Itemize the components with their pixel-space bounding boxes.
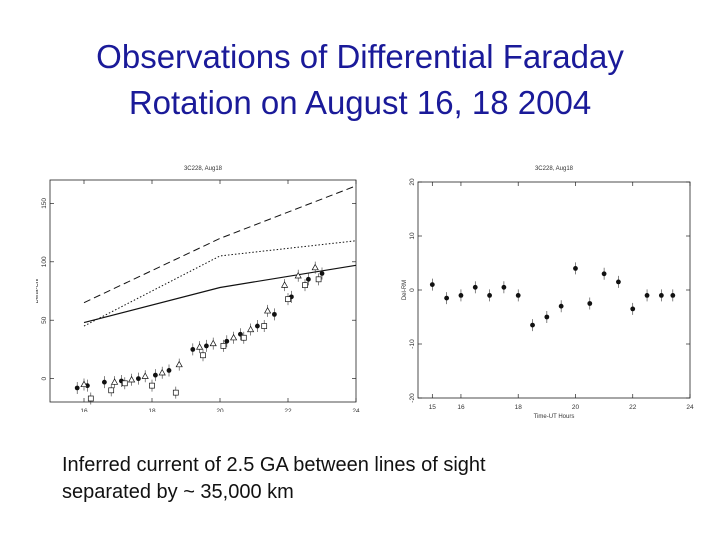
- data-point-triangle: [281, 281, 289, 288]
- data-point-circle: [224, 338, 230, 344]
- plot-frame: [417, 181, 691, 399]
- y-tick-label: 100: [41, 256, 48, 267]
- y-axis-label: Delta-Chi: [36, 278, 40, 303]
- data-point-circle: [670, 293, 676, 298]
- plot-frame: [49, 179, 357, 403]
- data-point-circle: [166, 368, 172, 373]
- data-point-triangle: [209, 339, 217, 347]
- data-point-circle: [255, 323, 260, 329]
- slide-title-line-2: Rotation on August 16, 18 2004: [128, 84, 592, 121]
- data-point-triangle: [264, 306, 272, 314]
- data-point-circle: [444, 295, 450, 301]
- data-point-circle: [658, 293, 664, 298]
- x-tick-label: 22: [284, 408, 292, 412]
- data-point-circle: [616, 279, 621, 285]
- data-point-circle: [306, 276, 311, 282]
- y-tick-label: 50: [41, 316, 48, 324]
- y-tick-label: -20: [409, 393, 416, 403]
- data-point-triangle: [294, 271, 302, 279]
- y-tick-label: 10: [409, 232, 416, 240]
- caption-line-1: Inferred current of 2.5 GA between lines…: [62, 454, 486, 476]
- data-point-square: [302, 282, 308, 289]
- data-point-circle: [136, 376, 141, 382]
- data-point-triangle: [230, 333, 238, 341]
- data-point-circle: [319, 271, 325, 276]
- caption: Inferred current of 2.5 GA between lines…: [62, 452, 702, 506]
- data-point-circle: [630, 306, 636, 312]
- data-point-square: [200, 352, 206, 359]
- x-tick-label: 22: [629, 404, 637, 411]
- data-point-circle: [74, 385, 80, 391]
- data-point-triangle: [141, 372, 149, 379]
- data-point-circle: [558, 303, 564, 309]
- x-tick-label: 16: [457, 404, 465, 411]
- slide-title: Observations of Differential Faraday Rot…: [0, 34, 720, 126]
- data-point-square: [261, 323, 268, 329]
- data-point-circle: [153, 372, 158, 378]
- y-tick-label: 150: [41, 198, 48, 209]
- data-point-circle: [501, 284, 507, 290]
- slide-title-line-1: Observations of Differential Faraday: [96, 38, 624, 75]
- data-point-triangle: [80, 380, 88, 388]
- data-point-circle: [544, 314, 550, 320]
- data-point-circle: [458, 293, 464, 298]
- y-tick-label: 0: [41, 376, 48, 380]
- x-tick-label: 18: [148, 408, 156, 412]
- data-point-square: [220, 343, 227, 349]
- data-point-square: [172, 389, 179, 396]
- y-tick-label: 0: [409, 288, 416, 292]
- caption-line-2: separated by ~ 35,000 km: [62, 481, 294, 503]
- data-point-circle: [102, 379, 107, 385]
- data-point-square: [149, 382, 155, 389]
- data-point-circle: [272, 311, 277, 317]
- data-point-triangle: [247, 325, 255, 333]
- y-tick-label: 20: [409, 178, 416, 186]
- data-point-triangle: [311, 263, 319, 271]
- delta-chi-chart: 3C228, Aug181618202224050100150Time: UT …: [34, 166, 360, 424]
- model-curve-dashed: [83, 185, 357, 304]
- data-point-square: [285, 296, 291, 303]
- data-point-square: [121, 380, 128, 387]
- data-point-circle: [429, 282, 435, 287]
- delta-chi-plot: 3C228, Aug181618202224050100150Time: UT …: [34, 160, 366, 424]
- x-tick-label: 16: [80, 408, 88, 412]
- data-point-circle: [472, 284, 478, 290]
- data-point-circle: [530, 322, 535, 328]
- y-axis-label: Del-RM: [402, 280, 408, 300]
- y-tick-label: -10: [409, 339, 416, 349]
- data-point-square: [315, 276, 322, 283]
- data-point-circle: [644, 293, 650, 298]
- data-point-circle: [587, 301, 593, 306]
- data-point-square: [240, 334, 247, 341]
- x-tick-label: 18: [515, 404, 523, 411]
- data-point-square: [87, 395, 94, 402]
- chart-title: 3C228, Aug18: [535, 166, 574, 172]
- data-point-triangle: [128, 375, 136, 383]
- x-tick-label: 20: [216, 408, 224, 412]
- data-point-triangle: [111, 378, 119, 385]
- data-point-triangle: [158, 368, 166, 376]
- x-tick-label: 24: [352, 408, 360, 412]
- x-tick-label: 15: [429, 404, 437, 411]
- data-point-circle: [204, 343, 209, 349]
- chart-title: 3C228, Aug18: [184, 166, 223, 172]
- data-point-circle: [515, 293, 521, 298]
- x-tick-label: 24: [686, 404, 694, 411]
- data-point-triangle: [196, 343, 204, 350]
- delta-rm-plot: 3C228, Aug18 15 16 18 20 22 24 -20 -10 0 10 20 Time-…: [394, 160, 700, 422]
- data-point-circle: [601, 271, 607, 277]
- data-point-square: [108, 387, 115, 394]
- x-tick-label: 20: [572, 404, 580, 411]
- data-point-circle: [190, 347, 196, 352]
- delta-rm-chart: 3C228, Aug18 15 16 18 20 22 24 -20 -10 0 10 20 Time-…: [402, 166, 694, 420]
- data-point-triangle: [175, 360, 183, 368]
- data-point-circle: [573, 266, 578, 271]
- x-axis-label: Time-UT Hours: [534, 414, 575, 420]
- model-curve-solid: [83, 264, 357, 324]
- data-point-circle: [487, 293, 492, 298]
